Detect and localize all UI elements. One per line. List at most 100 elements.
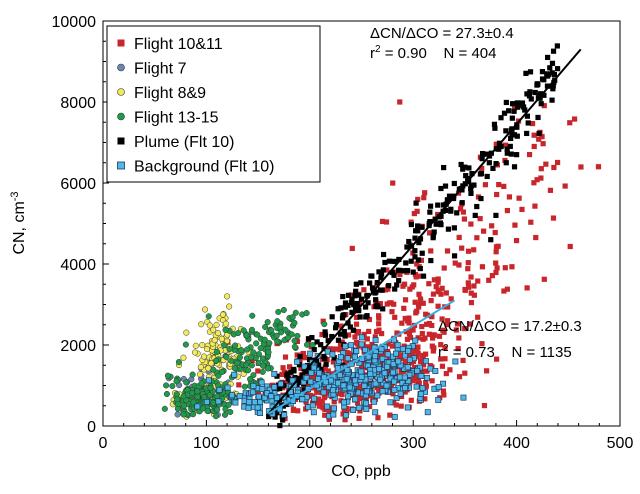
data-point: [442, 345, 448, 351]
data-point: [342, 409, 349, 415]
data-point: [376, 366, 382, 373]
data-point: [363, 400, 370, 407]
data-point: [248, 362, 255, 369]
data-point: [547, 187, 554, 193]
data-point: [196, 371, 203, 378]
data-point: [419, 250, 425, 256]
data-point: [488, 237, 494, 243]
data-point: [455, 346, 461, 352]
data-point: [266, 340, 273, 347]
data-point: [456, 234, 462, 241]
data-point: [350, 407, 357, 413]
data-point: [391, 387, 398, 393]
data-point: [466, 165, 472, 171]
data-point: [321, 321, 328, 328]
data-point: [254, 404, 261, 411]
data-point: [303, 341, 311, 348]
data-point: [264, 390, 271, 397]
data-point: [328, 377, 334, 384]
data-point: [303, 310, 310, 317]
data-point: [435, 202, 441, 208]
data-point: [373, 297, 379, 303]
data-point: [343, 376, 350, 383]
data-point: [414, 354, 420, 360]
data-point: [275, 308, 282, 315]
data-point: [538, 101, 544, 107]
data-point: [477, 216, 483, 222]
data-point: [504, 146, 510, 152]
data-point: [444, 248, 451, 254]
data-point: [332, 325, 339, 331]
data-point: [342, 304, 349, 310]
data-point: [297, 353, 303, 360]
data-point: [427, 209, 433, 215]
data-point: [358, 395, 364, 402]
data-point: [321, 353, 327, 360]
data-point: [342, 417, 348, 423]
data-point: [401, 305, 407, 311]
data-point: [367, 280, 373, 286]
data-point: [223, 353, 230, 360]
data-point: [462, 164, 468, 170]
data-point: [493, 141, 499, 147]
data-point: [550, 48, 557, 54]
data-point: [383, 382, 390, 389]
data-point: [527, 89, 533, 95]
data-point: [243, 332, 250, 339]
data-point: [408, 397, 414, 403]
data-point: [355, 329, 362, 335]
data-point: [411, 282, 417, 288]
data-point: [372, 353, 378, 360]
data-point: [451, 180, 457, 187]
data-point: [369, 273, 375, 279]
x-tick-label: 0: [99, 435, 108, 452]
data-point: [468, 186, 474, 192]
data-point: [531, 132, 537, 138]
data-point: [322, 412, 328, 418]
data-point: [522, 107, 528, 113]
data-point: [420, 273, 427, 279]
data-point: [407, 334, 414, 341]
data-point: [493, 212, 499, 218]
data-point: [419, 385, 426, 391]
data-point: [219, 311, 226, 318]
data-point: [236, 354, 243, 361]
data-point: [249, 389, 256, 396]
data-point: [406, 320, 412, 326]
data-point: [414, 367, 421, 374]
data-point: [307, 350, 314, 357]
data-point: [415, 378, 422, 384]
data-point: [411, 210, 417, 217]
data-point: [376, 327, 382, 333]
data-point: [387, 399, 394, 406]
data-point: [330, 405, 337, 412]
data-point: [272, 414, 278, 420]
data-point: [479, 341, 485, 347]
data-point: [361, 287, 367, 293]
data-point: [174, 411, 181, 418]
data-point: [199, 342, 206, 349]
data-point: [342, 333, 348, 339]
data-point: [595, 164, 602, 170]
data-point: [459, 200, 465, 206]
data-point: [338, 305, 344, 311]
data-point: [421, 195, 427, 201]
data-point: [418, 297, 424, 304]
data-point: [435, 384, 442, 391]
data-point: [358, 373, 365, 380]
data-point: [301, 387, 308, 393]
data-point: [330, 411, 337, 418]
data-point: [410, 269, 416, 275]
data-point: [465, 280, 471, 286]
data-point: [571, 116, 578, 122]
data-point: [396, 277, 402, 284]
data-point: [229, 392, 235, 399]
data-point: [224, 293, 231, 300]
data-point: [261, 336, 268, 343]
data-point: [283, 380, 289, 386]
data-point: [259, 362, 267, 369]
data-point: [471, 283, 477, 289]
data-point: [444, 197, 450, 203]
data-point: [493, 249, 499, 255]
data-point: [458, 161, 464, 168]
